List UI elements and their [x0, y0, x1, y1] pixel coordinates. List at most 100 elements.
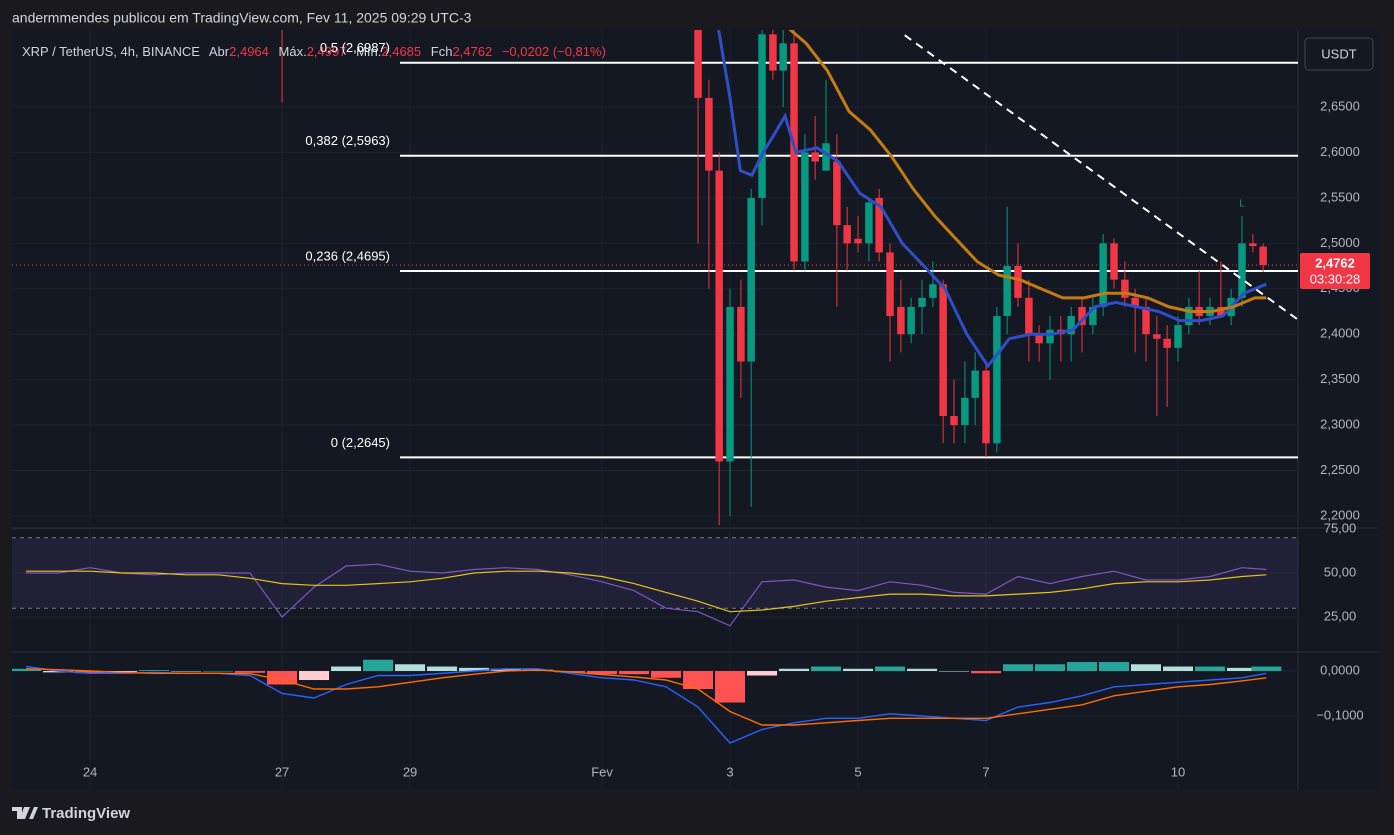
macd-histogram-bar	[1099, 662, 1130, 672]
rsi-line	[26, 563, 1267, 627]
price-tag-value: 2,4762	[1315, 255, 1355, 270]
macd-histogram-bar	[907, 668, 938, 672]
macd-histogram-bar	[75, 671, 106, 674]
trend-line	[904, 34, 1298, 321]
macd-histogram-bar	[363, 659, 394, 672]
candle-body	[1003, 266, 1011, 317]
brand-name[interactable]: TradingView	[42, 805, 130, 822]
candle-body	[886, 252, 894, 317]
candle-body	[694, 30, 702, 98]
candle-body	[971, 370, 979, 398]
candle-body	[1121, 279, 1129, 298]
y-tick-label: 50,00	[1324, 564, 1357, 579]
brand[interactable]: TradingView	[12, 805, 130, 822]
macd-histogram-bar	[1251, 666, 1282, 672]
y-tick-label: 2,4000	[1320, 326, 1360, 341]
candle-body	[1238, 243, 1246, 298]
ohlc-label: Fch	[431, 44, 453, 59]
macd-histogram-bar	[971, 671, 1002, 674]
macd-histogram-bar	[875, 666, 906, 672]
y-tick-label: 2,2000	[1320, 507, 1360, 522]
change: −0,0202 (−0,81%)	[502, 44, 606, 59]
y-tick-label: −0,1000	[1316, 707, 1363, 722]
ohlc-label: Abr	[209, 44, 230, 59]
currency-label[interactable]: USDT	[1321, 46, 1356, 61]
candle-body	[758, 34, 766, 198]
byline: andermmendes publicou em TradingView.com…	[12, 10, 472, 26]
candle-body	[993, 316, 1001, 444]
macd-histogram-bar	[939, 671, 970, 672]
x-tick-label: 7	[982, 764, 989, 779]
macd-histogram-bar	[427, 666, 458, 672]
macd-line	[26, 665, 1267, 744]
candle-body	[1163, 338, 1171, 348]
candle-body	[801, 152, 809, 262]
x-tick-label: Fev	[591, 764, 613, 779]
macd-histogram-bar	[12, 668, 42, 672]
x-tick-label: 29	[403, 764, 417, 779]
macd-histogram-bar	[139, 670, 170, 672]
candle-body	[1025, 297, 1033, 335]
candle-body	[939, 284, 947, 417]
candle-body	[790, 43, 798, 262]
macd-histogram-bar	[683, 671, 714, 690]
y-tick-label: 75,00	[1324, 520, 1357, 535]
macd-histogram-bar	[1195, 666, 1226, 672]
ohlc-label: Mín.	[356, 44, 381, 59]
price-tag-countdown: 03:30:28	[1310, 271, 1361, 286]
candle-body	[1099, 243, 1107, 307]
macd-histogram-bar	[491, 668, 522, 672]
macd-histogram-bar	[267, 671, 298, 685]
rsi-line	[26, 570, 1267, 613]
candle-body	[1067, 316, 1075, 335]
fib-label: 0 (2,2645)	[331, 435, 390, 450]
candle-body	[1110, 243, 1118, 280]
ohlc-value: 2,4762	[452, 44, 492, 59]
moving-average	[717, 30, 1267, 369]
macd-pane	[12, 659, 1282, 744]
macd-histogram-bar	[235, 671, 266, 673]
candle-body	[726, 306, 734, 462]
x-tick-label: 3	[726, 764, 733, 779]
candle-body	[769, 34, 777, 71]
macd-line	[26, 668, 1267, 726]
candle-body	[1249, 243, 1257, 247]
y-tick-label: 2,2500	[1320, 462, 1360, 477]
macd-histogram-bar	[395, 664, 426, 672]
candle-body	[705, 97, 713, 171]
y-tick-label: 2,5500	[1320, 189, 1360, 204]
candle-body	[1078, 306, 1086, 326]
candle-body	[1174, 325, 1182, 348]
candle-body	[1142, 306, 1150, 335]
macd-histogram-bar	[619, 671, 650, 675]
macd-histogram-bar	[331, 666, 362, 672]
ohlc-value: 2,4997	[307, 44, 347, 59]
currency-button[interactable]: USDT	[1304, 37, 1374, 71]
candle-body	[843, 225, 851, 244]
macd-histogram-bar	[1163, 666, 1194, 672]
candle-body	[779, 43, 787, 71]
candle-body	[1046, 329, 1054, 344]
candle-body	[1153, 334, 1161, 339]
candle-body	[737, 306, 745, 362]
candle-body	[811, 152, 819, 162]
candle-body	[961, 397, 969, 426]
symbol: XRP / TetherUS, 4h, BINANCE	[22, 44, 200, 59]
fib-label: 0,382 (2,5963)	[305, 133, 390, 148]
candle-body	[897, 306, 905, 335]
macd-histogram-bar	[1227, 667, 1258, 672]
y-tick-label: 2,3500	[1320, 371, 1360, 386]
candle-body	[907, 306, 915, 335]
macd-histogram-bar	[747, 671, 778, 676]
moving-average	[788, 30, 1267, 313]
macd-histogram-bar	[171, 671, 202, 672]
x-tick-label: 5	[854, 764, 861, 779]
macd-histogram-bar	[459, 667, 490, 672]
candle-body	[875, 197, 883, 253]
currency-button-frame[interactable]	[1304, 37, 1374, 71]
candle-body	[822, 143, 830, 171]
brand-logo[interactable]	[12, 807, 38, 819]
candle-body	[1185, 306, 1193, 326]
candle-body	[1035, 334, 1043, 344]
candle-body	[1259, 246, 1267, 265]
